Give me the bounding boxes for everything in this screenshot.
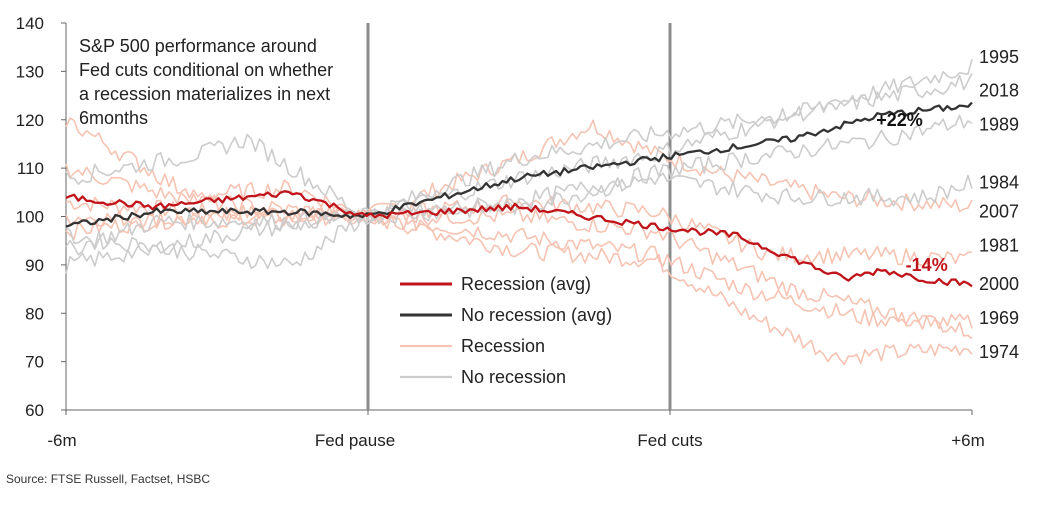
- year-label: 1989: [979, 115, 1019, 135]
- x-tick-label: -6m: [47, 431, 76, 450]
- note-line: 6months: [79, 108, 148, 128]
- y-axis: 60 70 80 90 100 110 120 130 140: [16, 14, 67, 420]
- series-lines: [65, 58, 973, 366]
- series-line-avg-recession: [65, 190, 973, 288]
- note-line: Fed cuts conditional on whether: [79, 60, 333, 80]
- legend-label: Recession (avg): [461, 274, 591, 294]
- source-note: Source: FTSE Russell, Factset, HSBC: [6, 472, 211, 486]
- y-tick-label: 120: [16, 111, 44, 130]
- x-axis: -6m Fed pause Fed cuts +6m: [47, 409, 985, 450]
- note-line: S&P 500 performance around: [79, 36, 317, 56]
- year-label: 1995: [979, 47, 1019, 67]
- annotations: +22% -14%: [876, 110, 947, 275]
- y-tick-label: 70: [25, 353, 44, 372]
- chart-note: S&P 500 performance around Fed cuts condi…: [79, 36, 333, 128]
- year-label: 1984: [979, 173, 1019, 193]
- annotation-label: +22%: [876, 110, 923, 130]
- legend-label: Recession: [461, 336, 545, 356]
- annotation-label: -14%: [906, 255, 948, 275]
- y-tick-label: 60: [25, 401, 44, 420]
- year-label: 2018: [979, 81, 1019, 101]
- x-tick-label: Fed cuts: [637, 431, 702, 450]
- note-line: a recession materializes in next: [79, 84, 330, 104]
- year-label: 2000: [979, 274, 1019, 294]
- y-tick-label: 140: [16, 14, 44, 33]
- x-tick-label: Fed pause: [315, 431, 395, 450]
- series-line-norecession: [65, 172, 973, 274]
- legend-label: No recession (avg): [461, 305, 612, 325]
- y-tick-label: 110: [17, 159, 44, 178]
- series-line-avg-norecession: [65, 101, 973, 228]
- y-tick-label: 90: [25, 256, 44, 275]
- year-label: 1981: [979, 236, 1019, 256]
- y-tick-label: 80: [25, 304, 44, 323]
- y-tick-label: 130: [16, 62, 44, 81]
- year-label: 2007: [979, 202, 1019, 222]
- right-labels: 1995 2018 1989 1984 2007 1981 2000 1969 1974: [979, 47, 1019, 362]
- legend: Recession (avg) No recession (avg) Recessi…: [400, 274, 612, 387]
- year-label: 1974: [979, 342, 1019, 362]
- series-line-norecession: [65, 73, 973, 256]
- y-tick-label: 100: [16, 208, 44, 227]
- legend-label: No recession: [461, 367, 566, 387]
- x-tick-label: +6m: [951, 431, 985, 450]
- year-label: 1969: [979, 308, 1019, 328]
